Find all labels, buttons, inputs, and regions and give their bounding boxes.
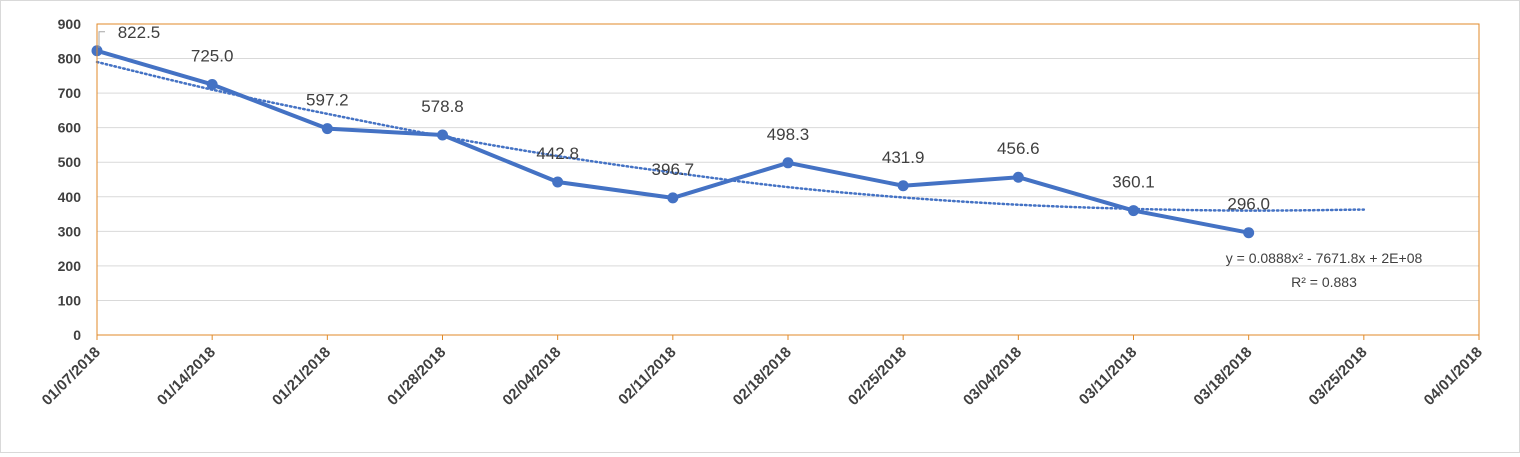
y-tick-label: 200	[58, 258, 82, 274]
data-labels: 822.5 725.0 597.2 578.8 442.8 396.7 498.3 431.9…	[98, 23, 1270, 214]
data-point	[437, 129, 448, 141]
x-tick-label: 01/14/2018	[154, 344, 219, 409]
data-point	[1128, 205, 1139, 217]
data-point	[321, 123, 333, 135]
series-line	[96, 48, 1250, 235]
data-label-leader-line	[98, 31, 105, 48]
data-label: 597.2	[306, 91, 349, 110]
x-tick-label: 03/04/2018	[960, 344, 1025, 409]
data-point	[552, 176, 564, 188]
x-tick-label: 03/11/2018	[1076, 344, 1141, 409]
x-tick-label: 01/07/2018	[39, 344, 104, 409]
x-tick-label: 03/25/2018	[1306, 344, 1371, 409]
data-point	[206, 78, 218, 90]
data-label: 296.0	[1227, 195, 1270, 214]
data-label: 431.9	[882, 148, 925, 167]
y-tick-label: 400	[58, 189, 82, 205]
y-tick-label: 600	[58, 120, 82, 136]
x-tick-label: 02/11/2018	[615, 344, 680, 409]
data-label: 396.7	[652, 160, 695, 179]
data-label: 498.3	[767, 125, 810, 144]
y-tick-label: 0	[73, 327, 81, 343]
y-tick-label: 300	[58, 223, 82, 239]
y-tick-label: 500	[58, 154, 82, 170]
trendline-r-squared: R² = 0.883	[1291, 274, 1357, 290]
gridlines	[97, 23, 1479, 336]
trendline-path	[95, 60, 1366, 212]
series-layer	[91, 45, 1255, 239]
data-label: 578.8	[421, 97, 464, 116]
data-label: 725.0	[191, 46, 234, 65]
data-point	[667, 192, 679, 204]
x-tick-label: 03/18/2018	[1190, 344, 1255, 409]
x-tick-label: 01/28/2018	[384, 344, 449, 409]
y-tick-label: 800	[58, 51, 82, 67]
data-point	[782, 157, 794, 169]
data-point	[1012, 171, 1024, 183]
trendline-equation: y = 0.0888x² - 7671.8x + 2E+08	[1226, 250, 1423, 266]
data-label: 442.8	[536, 144, 579, 163]
x-tick-label: 02/25/2018	[845, 344, 910, 409]
x-axis: 01/07/2018 01/14/2018 01/21/2018 01/28/2018…	[39, 335, 1486, 409]
y-tick-label: 700	[58, 85, 82, 101]
trendline	[95, 60, 1366, 212]
plot-area-border	[96, 23, 1480, 336]
data-label: 456.6	[997, 139, 1040, 158]
y-tick-label: 100	[58, 292, 82, 308]
y-tick-label: 900	[58, 16, 82, 32]
data-point	[1243, 227, 1255, 239]
y-axis: 0 100 200 300 400 500 600 700 800 900	[58, 16, 82, 343]
data-point	[897, 180, 909, 192]
x-tick-label: 02/04/2018	[499, 344, 564, 409]
data-label: 360.1	[1112, 173, 1155, 192]
x-tick-label: 04/01/2018	[1421, 344, 1486, 409]
x-tick-label: 01/21/2018	[269, 344, 334, 409]
data-label: 822.5	[118, 23, 161, 42]
x-tick-label: 02/18/2018	[730, 344, 795, 409]
